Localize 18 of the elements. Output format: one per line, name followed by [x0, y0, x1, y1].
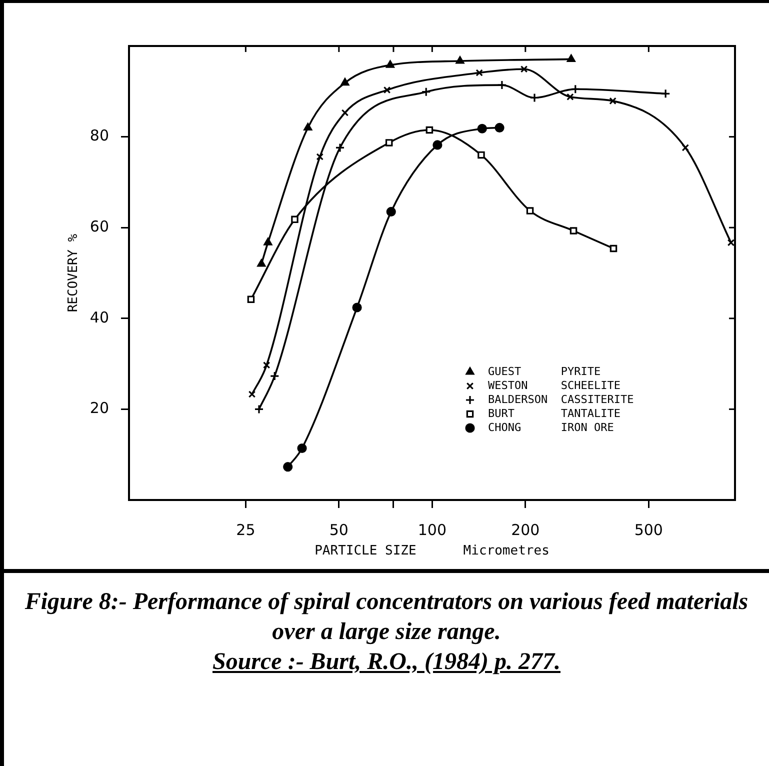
legend-label: WESTON SCHEELITE: [488, 379, 620, 393]
y-axis-title: RECOVERY %: [66, 234, 82, 312]
x-tick-label: 500: [634, 520, 663, 539]
y-tick-label: 80: [90, 126, 109, 145]
x-tick-label: 25: [236, 520, 256, 539]
y-tick-label: 60: [90, 217, 109, 236]
legend-label: GUEST PYRITE: [488, 365, 601, 379]
x-axis-title: PARTICLE SIZE Micrometres: [314, 544, 550, 559]
x-tick-label: 200: [511, 520, 540, 539]
x-tick-label: 100: [418, 520, 446, 539]
y-tick-label: 20: [90, 399, 109, 418]
text: Figure 8:- Performance of spiral concentrators on various feed materials over a large size range.: [24, 588, 750, 647]
legend-label: BALDERSON CASSITERITE: [488, 393, 634, 407]
source-note: Source :- Burt, R.O., (1984) p. 277.: [211, 648, 562, 677]
y-tick-label: 40: [90, 308, 109, 326]
x-tick-label: 50: [329, 520, 348, 539]
legend-label: CHONG IRON ORE: [488, 421, 614, 435]
legend-label: BURT TANTALITE: [488, 407, 620, 421]
